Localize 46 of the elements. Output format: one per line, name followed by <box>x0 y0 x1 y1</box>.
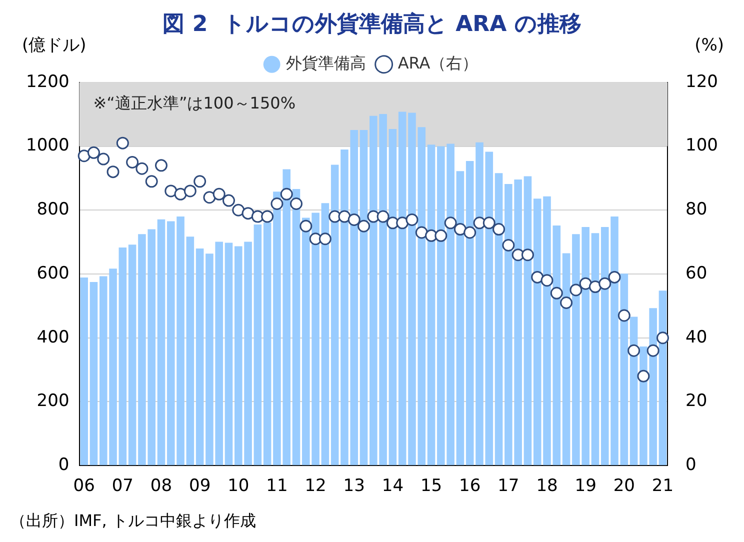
band-label: ※“適正水準”は100～150% <box>93 94 296 113</box>
y-tick-label: 800 <box>36 200 70 220</box>
y2-axis-title: (%) <box>694 35 724 56</box>
y2-tick-label: 100 <box>686 136 718 156</box>
y2-tick-label: 40 <box>686 327 708 348</box>
bar <box>128 244 136 466</box>
y2-tick-label: 20 <box>686 391 708 412</box>
bar <box>90 282 98 466</box>
y2-tick-label: 60 <box>686 263 708 284</box>
bar <box>118 247 127 466</box>
x-tick-label: 16 <box>459 476 481 496</box>
bar <box>80 278 88 466</box>
y-tick-label: 1000 <box>26 136 70 156</box>
y-tick-label: 400 <box>36 327 70 348</box>
y-tick-label: 200 <box>36 391 70 412</box>
y-axis-title: (億ドル) <box>22 35 86 56</box>
y2-tick-label: 80 <box>686 200 708 220</box>
x-tick-label: 20 <box>613 476 635 496</box>
x-tick-label: 17 <box>498 476 520 496</box>
x-tick-label: 10 <box>228 476 250 496</box>
bar <box>157 219 166 466</box>
bar <box>196 248 204 466</box>
x-tick-label: 08 <box>150 476 172 496</box>
x-tick-label: 19 <box>574 476 596 496</box>
x-tick-label: 09 <box>188 476 211 496</box>
x-tick-label: 15 <box>420 476 442 496</box>
x-tick-label: 12 <box>304 476 326 496</box>
x-tick-label: 06 <box>73 476 95 496</box>
bar <box>224 242 233 466</box>
y2-tick-label: 0 <box>686 455 696 476</box>
y-tick-label: 0 <box>58 455 70 476</box>
text: （出所）IMF, トルコ中銀より作成 <box>10 511 256 530</box>
x-tick-label: 07 <box>112 476 134 496</box>
legend-label: ARA（右） <box>398 54 478 73</box>
x-tick-label: 18 <box>536 476 558 496</box>
bar <box>254 224 262 466</box>
x-tick-label: 11 <box>266 476 288 496</box>
y-tick-label: 600 <box>36 263 70 284</box>
x-tick-label: 14 <box>382 476 404 496</box>
y2-tick-label: 120 <box>686 72 718 92</box>
x-tick-label: 21 <box>652 476 674 496</box>
chart-title: 図 2 トルコの外貨準備高と ARA の推移 <box>162 10 582 37</box>
y-tick-label: 1200 <box>26 72 70 92</box>
legend-label: 外貨準備高 <box>286 54 366 73</box>
bar <box>186 236 194 466</box>
x-tick-label: 13 <box>343 476 365 496</box>
